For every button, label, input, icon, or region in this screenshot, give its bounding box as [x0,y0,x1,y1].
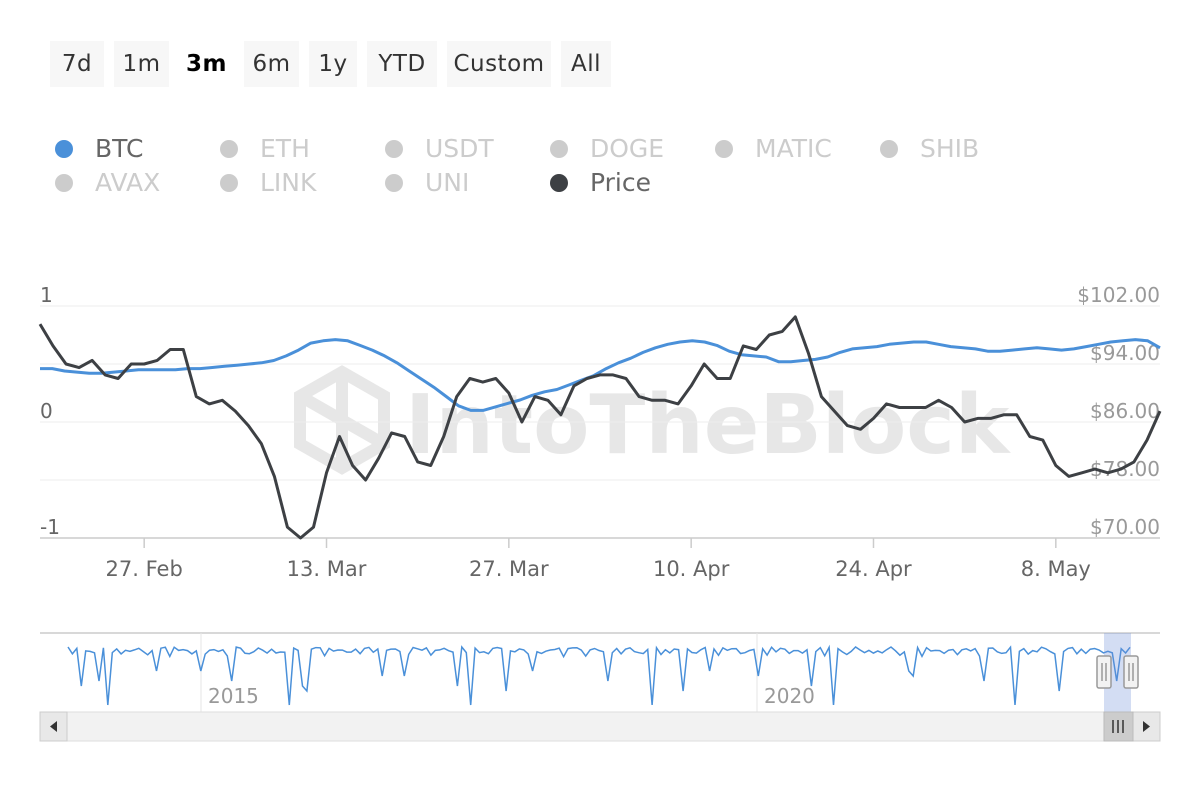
navigator-year-label: 2020 [764,684,815,708]
watermark: IntoTheBlock [294,365,1012,475]
arrow-right-icon [1143,721,1150,732]
legend-dot-icon [220,173,238,192]
legend-item-btc[interactable]: BTC [55,134,143,163]
range-button-3m[interactable]: 3m [179,41,234,87]
legend-item-link[interactable]: LINK [220,168,316,197]
legend-label: Price [590,168,651,197]
y-left-tick-label: 1 [40,283,53,307]
legend-item-avax[interactable]: AVAX [55,168,160,197]
legend-item-usdt[interactable]: USDT [385,134,494,163]
range-button-1y[interactable]: 1y [309,41,357,87]
navigator-handle-left[interactable] [1096,655,1112,689]
legend-dot-icon [385,139,403,158]
legend-label: BTC [95,134,144,163]
legend-label: MATIC [755,134,832,163]
legend-dot-icon [550,173,568,192]
series-line-price [38,315,1162,540]
legend-label: SHIB [920,134,980,163]
scrollbar-grip-icon [1112,720,1124,733]
legend-item-price[interactable]: Price [550,168,651,197]
legend-item-doge[interactable]: DOGE [550,134,664,163]
legend-label: USDT [425,134,494,163]
x-tick-label: 10. Apr [653,557,730,581]
watermark-text: IntoTheBlock [405,378,1012,473]
legend-dot-icon [55,139,73,158]
scrollbar-track[interactable] [39,711,1161,742]
range-button-custom[interactable]: Custom [447,41,551,87]
navigator-year-label: 2015 [208,684,259,708]
y-right-tick-label: $78.00 [1090,457,1160,481]
x-tick-label: 24. Apr [835,557,912,581]
arrow-left-icon [50,721,57,732]
navigator-handle-right[interactable] [1123,655,1139,689]
legend-label: ETH [260,134,310,163]
scrollbar[interactable] [39,711,1161,742]
x-tick-label: 13. Mar [287,557,367,581]
x-tick-label: 27. Mar [469,557,549,581]
legend-dot-icon [220,139,238,158]
navigator[interactable]: 2015 2020 [40,632,1160,712]
legend-dot-icon [880,139,898,158]
legend-dot-icon [385,173,403,192]
y-axis-right: $102.00$94.00$86.00$78.00$70.00 [1077,283,1160,539]
y-axis-left: 1 0 -1 [40,283,60,539]
series-group [38,315,1162,540]
range-selector: 7d 1m 3m 6m 1y YTD Custom All [50,41,611,87]
y-left-tick-label: 0 [40,399,53,423]
series-line-btc [40,338,1161,412]
legend-item-uni[interactable]: UNI [385,168,469,197]
y-right-tick-label: $70.00 [1090,515,1160,539]
range-button-ytd[interactable]: YTD [367,41,437,87]
legend-item-shib[interactable]: SHIB [880,134,979,163]
y-left-tick-label: -1 [40,515,60,539]
range-button-1m[interactable]: 1m [114,41,169,87]
x-tick-label: 27. Feb [106,557,183,581]
watermark-logo-icon [294,365,390,475]
legend-label: UNI [425,168,470,197]
range-button-6m[interactable]: 6m [244,41,299,87]
legend-dot-icon [715,139,733,158]
x-axis: 27. Feb 13. Mar 27. Mar 10. Apr 24. Apr 8. Ma… [106,538,1091,581]
legend-item-eth[interactable]: ETH [220,134,310,163]
range-button-all[interactable]: All [561,41,611,87]
legend-label: LINK [260,168,317,197]
x-tick-label: 8. May [1021,557,1091,581]
legend-label: AVAX [95,168,161,197]
y-right-tick-label: $102.00 [1077,283,1160,307]
range-button-7d[interactable]: 7d [50,41,104,87]
navigator-series-line [67,644,1131,706]
grid [40,305,1160,539]
legend-dot-icon [55,173,73,192]
legend-dot-icon [550,139,568,158]
legend-item-matic[interactable]: MATIC [715,134,832,163]
legend-label: DOGE [590,134,665,163]
y-right-tick-label: $86.00 [1090,399,1160,423]
